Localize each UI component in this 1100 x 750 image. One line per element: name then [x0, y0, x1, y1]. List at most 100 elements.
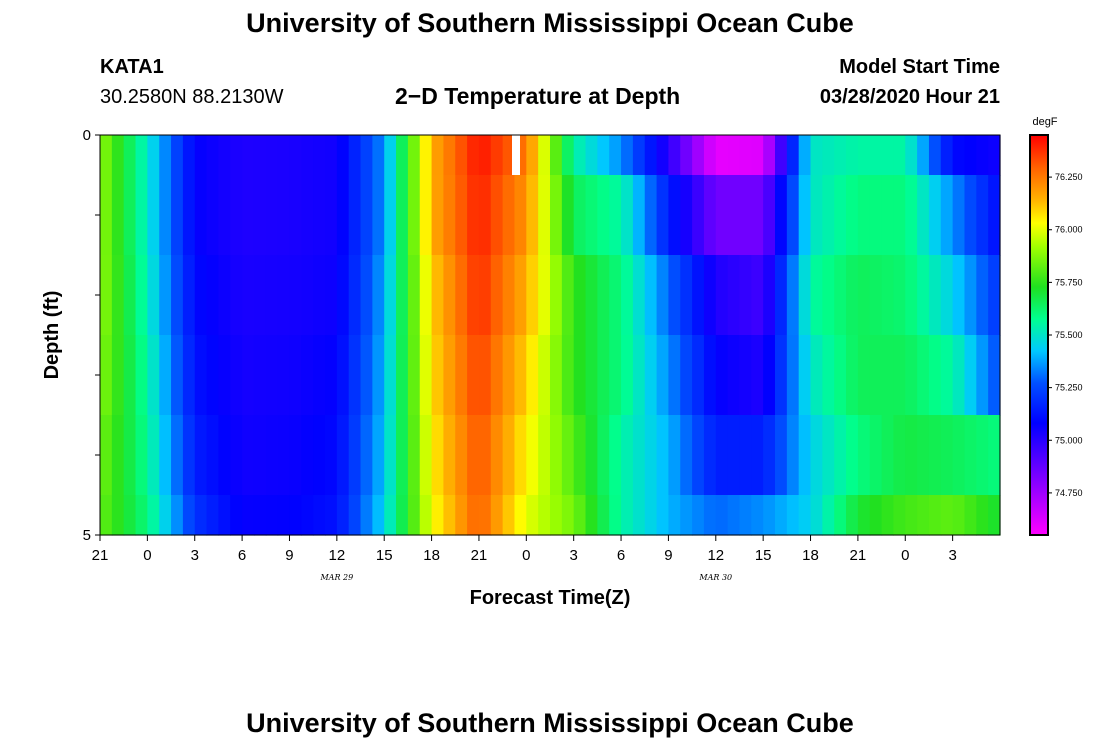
heatmap-cell [455, 175, 468, 256]
heatmap-cell [609, 495, 622, 536]
heatmap-cell [407, 175, 421, 256]
missing-data-marker [512, 135, 520, 175]
heatmap-cell [159, 335, 172, 416]
heatmap-cell [988, 495, 1001, 536]
heatmap-cell [573, 135, 587, 176]
heatmap-cell [277, 255, 291, 336]
top-title: University of Southern Mississippi Ocean… [246, 8, 854, 38]
heatmap-cell [632, 495, 646, 536]
heatmap-cell [147, 135, 160, 176]
heatmap-cell [265, 415, 279, 496]
heatmap-cell [798, 495, 812, 536]
heatmap-cell [419, 415, 433, 496]
heatmap-cell [727, 135, 741, 176]
heatmap-cell [976, 335, 989, 416]
colorbar-tick-label: 75.500 [1055, 330, 1083, 340]
heatmap-cell [680, 135, 693, 176]
heatmap-cell [680, 415, 693, 496]
heatmap-cell [111, 135, 125, 176]
heatmap-cell [905, 495, 918, 536]
heatmap-cell [775, 255, 788, 336]
station-coords: 30.2580N 88.2130W [100, 86, 284, 108]
heatmap-cell [171, 135, 184, 176]
heatmap-cell [692, 255, 705, 336]
heatmap-cell [455, 495, 468, 536]
heatmap-cell [490, 335, 504, 416]
heatmap-cell [419, 335, 433, 416]
heatmap-cell [123, 415, 137, 496]
y-tick-label: 5 [83, 527, 91, 544]
colorbar-tick-label: 76.250 [1055, 172, 1083, 182]
heatmap-cell [396, 255, 409, 336]
heatmap-cell [585, 335, 598, 416]
heatmap-cell [680, 495, 693, 536]
heatmap-cell [869, 495, 883, 536]
heatmap-cell [940, 135, 954, 176]
heatmap-cell [810, 335, 823, 416]
heatmap-cell [289, 135, 302, 176]
heatmap-cell [928, 495, 942, 536]
heatmap-cell [301, 255, 314, 336]
heatmap-cell [988, 255, 1001, 336]
heatmap-cell [656, 175, 670, 256]
heatmap-cell [621, 415, 634, 496]
heatmap-cell [786, 175, 800, 256]
y-axis-label: Depth (ft) [41, 291, 63, 380]
heatmap-cell [834, 255, 847, 336]
heatmap-cell [561, 335, 575, 416]
heatmap-cell [964, 255, 977, 336]
heatmap-cell [893, 335, 906, 416]
heatmap-cell [775, 175, 788, 256]
heatmap-cell [265, 495, 279, 536]
heatmap-cell [467, 135, 480, 176]
heatmap-cell [822, 335, 835, 416]
heatmap-cell [431, 255, 445, 336]
heatmap-cell [123, 335, 137, 416]
heatmap-cell [952, 255, 966, 336]
heatmap-cell [372, 255, 385, 336]
heatmap-cell [846, 135, 859, 176]
colorbar-tick-label: 76.000 [1055, 225, 1083, 235]
heatmap-cell [478, 175, 492, 256]
heatmap-cell [775, 495, 788, 536]
heatmap-cell [265, 175, 279, 256]
heatmap-cell [301, 415, 314, 496]
heatmap-cell [692, 495, 705, 536]
heatmap-cell [313, 495, 326, 536]
heatmap-cell [988, 175, 1001, 256]
heatmap-cell [478, 495, 492, 536]
heatmap-cell [372, 135, 385, 176]
heatmap-cell [940, 495, 954, 536]
heatmap-cell [621, 255, 634, 336]
heatmap-cell [881, 135, 895, 176]
heatmap-cell [822, 255, 835, 336]
heatmap-cell [715, 255, 729, 336]
heatmap-cell [360, 175, 373, 256]
heatmap-cell [715, 335, 729, 416]
heatmap-cell [206, 335, 220, 416]
heatmap-cell [478, 135, 492, 176]
heatmap-cell [692, 415, 705, 496]
heatmap-cell [230, 495, 243, 536]
heatmap-cell [419, 135, 433, 176]
heatmap-cell [242, 335, 255, 416]
heatmap-cell [194, 335, 208, 416]
heatmap-cell [585, 135, 598, 176]
heatmap-cell [384, 255, 397, 336]
heatmap-cell [857, 335, 871, 416]
heatmap-cell [928, 175, 942, 256]
heatmap-cell [573, 335, 587, 416]
heatmap-cell [846, 175, 859, 256]
heatmap-cell [336, 135, 350, 176]
heatmap-cell [810, 495, 823, 536]
heatmap-cell [928, 255, 942, 336]
heatmap-cell [585, 175, 598, 256]
heatmap-cell [668, 175, 681, 256]
heatmap-cell [336, 415, 350, 496]
heatmap-cell [988, 135, 1001, 176]
heatmap-cell [917, 335, 930, 416]
heatmap-cell [680, 335, 693, 416]
heatmap-cell [301, 135, 314, 176]
heatmap-cell [538, 495, 551, 536]
heatmap-cell [171, 415, 184, 496]
